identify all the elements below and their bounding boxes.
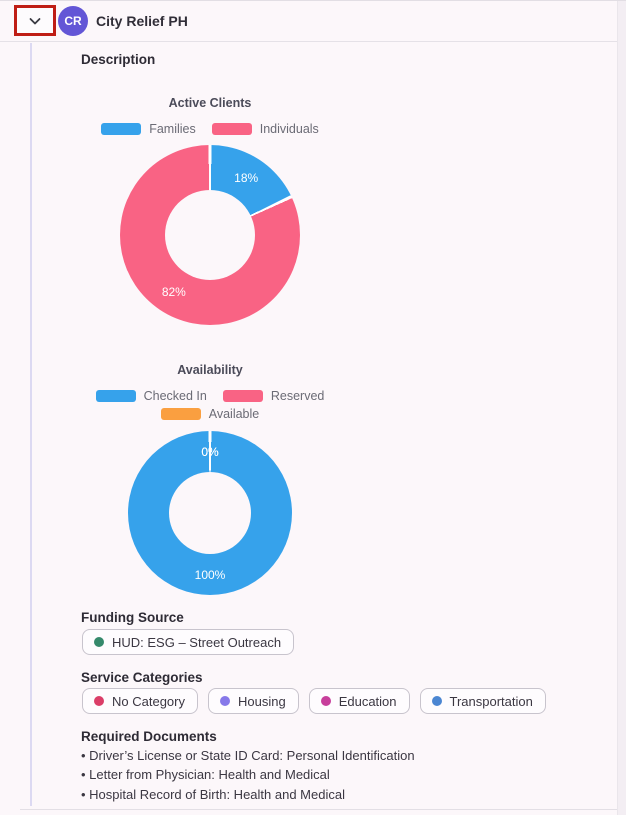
slice-percent-label: 18% [234, 171, 259, 185]
legend-item-families[interactable]: Families [101, 122, 196, 136]
chip-label: HUD: ESG – Street Outreach [112, 634, 282, 650]
required-documents-label: Required Documents [81, 729, 217, 744]
funding-source-label: Funding Source [81, 610, 184, 625]
legend-swatch [95, 390, 136, 402]
service-category-chips: No Category Housing Education Transporta… [82, 688, 546, 714]
funding-dot-icon [94, 637, 104, 647]
category-dot-icon [219, 696, 230, 706]
legend-swatch [160, 408, 201, 420]
accordion-accent-line [30, 43, 32, 806]
legend-swatch [222, 390, 263, 402]
chart-legend: Checked In Reserved Available [70, 389, 350, 421]
service-category-chip: No Category [82, 688, 198, 714]
legend-swatch [211, 123, 252, 135]
legend-label: Reserved [270, 389, 325, 403]
chart-title: Availability [177, 363, 243, 377]
panel-bottom-divider [20, 809, 617, 810]
category-dot-icon [94, 696, 104, 706]
chip-label: No Category [112, 693, 185, 709]
availability-chart: Availability Checked In Reserved Available… [55, 363, 365, 595]
legend-label: Checked In [143, 389, 207, 403]
service-categories-label: Service Categories [81, 670, 203, 685]
required-documents-list: Driver’s License or State ID Card: Perso… [81, 746, 415, 804]
collapse-button[interactable] [17, 8, 53, 33]
required-document-item: Driver’s License or State ID Card: Perso… [81, 746, 414, 765]
legend-label: Individuals [259, 122, 319, 136]
chip-label: Housing [237, 693, 286, 709]
category-dot-icon [320, 696, 331, 706]
slice-percent-label: 82% [161, 284, 186, 299]
donut-ring: 100% 0% 0% [128, 431, 292, 595]
legend-item-checked-in[interactable]: Checked In [95, 389, 207, 403]
program-avatar: CR [58, 6, 88, 36]
service-category-chip: Housing [207, 688, 299, 714]
chevron-down-icon [27, 13, 43, 29]
annotation-highlight-box [14, 5, 56, 36]
description-label: Description [81, 52, 156, 67]
required-document-item: Letter from Physician: Health and Medica… [81, 765, 415, 784]
donut-hole [165, 190, 255, 280]
legend-item-individuals[interactable]: Individuals [211, 122, 319, 136]
slice-percent-label: 0% [201, 444, 219, 459]
active-clients-chart: Active Clients Families Individuals 18% 82… [55, 96, 365, 325]
scrollbar-track[interactable] [617, 1, 626, 815]
funding-source-chip: HUD: ESG – Street Outreach [82, 629, 295, 655]
required-document-item: Hospital Record of Birth: Health and Med… [81, 785, 415, 804]
chip-label: Education [338, 693, 397, 709]
chart-legend: Families Individuals [70, 122, 350, 136]
chart-title: Active Clients [168, 96, 252, 110]
accordion-header: CR City Relief PH [0, 1, 617, 42]
service-category-chip: Transportation [419, 688, 546, 714]
legend-item-reserved[interactable]: Reserved [222, 389, 325, 403]
funding-source-chips: HUD: ESG – Street Outreach [82, 629, 295, 655]
slice-percent-label: 0% [201, 444, 219, 459]
donut-hole [169, 472, 251, 554]
category-dot-icon [431, 696, 442, 706]
chip-label: Transportation [449, 693, 533, 709]
legend-label: Available [208, 407, 260, 421]
slice-percent-label: 100% [194, 567, 226, 582]
legend-item-available[interactable]: Available [160, 407, 260, 421]
legend-swatch [101, 123, 142, 135]
program-title: City Relief PH [96, 13, 188, 29]
legend-label: Families [149, 122, 196, 136]
donut-ring: 18% 82% [120, 145, 300, 325]
service-category-chip: Education [308, 688, 410, 714]
